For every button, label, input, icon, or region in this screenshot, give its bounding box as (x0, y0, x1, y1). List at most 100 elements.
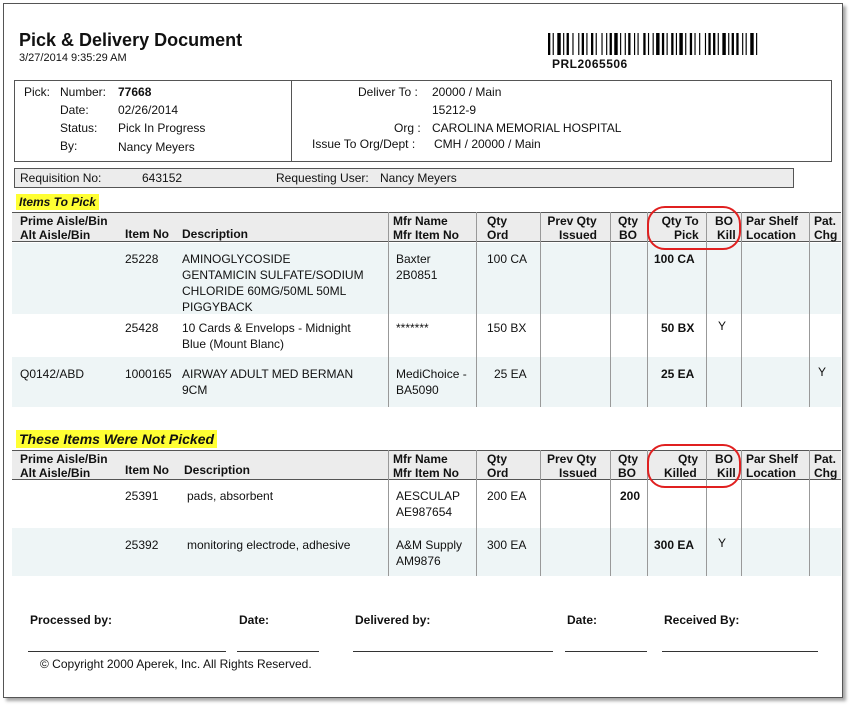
barcode-bar (637, 33, 639, 55)
item-no: 25392 (125, 538, 159, 552)
signature-line (353, 651, 553, 652)
barcode-bar (634, 33, 636, 55)
deliver-to: 20000 / Main (432, 85, 502, 99)
grid-line (741, 450, 742, 576)
item-description: 10 Cards & Envelops - Midnight Blue (Mou… (182, 321, 351, 351)
barcode-bar (756, 33, 758, 55)
barcode-bar (731, 33, 734, 55)
document-datetime: 3/27/2014 9:35:29 AM (19, 52, 127, 64)
col-pat-chg: Pat. Chg (814, 214, 838, 242)
received-by-label: Received By: (664, 613, 740, 627)
items-to-pick-title: Items To Pick (16, 194, 99, 210)
barcode-bar (675, 33, 677, 55)
requesting-user-label: Requesting User: (276, 171, 369, 185)
copyright: © Copyright 2000 Aperek, Inc. All Rights… (40, 657, 312, 671)
qty-to-pick: 25 EA (661, 367, 695, 381)
qty-ord: 100 CA (487, 252, 528, 266)
item-no: 25391 (125, 489, 159, 503)
barcode-bar (652, 33, 654, 55)
barcode-bar (548, 33, 551, 55)
qty-killed: 300 EA (654, 538, 695, 552)
signature-line (662, 651, 818, 652)
grid-line (647, 450, 648, 576)
not-picked-title: These Items Were Not Picked (16, 430, 218, 448)
org-label: Org : (394, 121, 421, 135)
barcode-bar (685, 33, 687, 55)
pick-by-label: By: (60, 139, 78, 153)
col-pat-chg: Pat. Chg (814, 452, 838, 480)
barcode-bar (572, 33, 574, 55)
aisle-bin: Q0142/ABD (20, 367, 85, 381)
not-picked-header (12, 450, 841, 480)
qty-to-pick: 50 BX (661, 321, 695, 335)
col-qty-bo: Qty BO (618, 214, 639, 242)
barcode-bar (722, 33, 726, 55)
barcode-bar (661, 33, 665, 55)
org: CAROLINA MEMORIAL HOSPITAL (432, 121, 622, 135)
barcode-bar (742, 33, 744, 55)
date-label: Date: (567, 613, 598, 627)
issue-to: CMH / 20000 / Main (434, 137, 541, 151)
grid-line (610, 450, 611, 576)
pat-chg: Y (818, 365, 827, 379)
barcode (548, 33, 758, 55)
grid-line (809, 212, 810, 407)
barcode-bar (694, 33, 696, 55)
barcode-bar (606, 33, 608, 55)
barcode-number: PRL2065506 (552, 57, 628, 71)
item-description: AMINOGLYCOSIDE GENTAMICIN SULFATE/SODIUM… (182, 252, 364, 314)
item-no: 25228 (125, 252, 159, 266)
deliver-to-line2: 15212-9 (432, 103, 477, 117)
item-no: 25428 (125, 321, 159, 335)
pick-status: Pick In Progress (118, 121, 206, 135)
col-qty-ord: Qty Ord (487, 214, 509, 242)
barcode-bar (601, 33, 603, 55)
grid-line (741, 212, 742, 407)
document-page (3, 3, 843, 698)
grid-line (476, 212, 477, 407)
barcode-bar (713, 33, 716, 55)
col-prev-qty: Prev Qty Issued (547, 452, 598, 480)
bo-kill: Y (718, 536, 727, 550)
qty-to-pick: 100 CA (654, 252, 695, 266)
pick-number: 77668 (118, 85, 152, 99)
grid-line (540, 212, 541, 407)
qty-ord: 200 EA (487, 489, 527, 503)
qty-ord: 300 EA (487, 538, 527, 552)
col-par-shelf: Par Shelf Location (746, 214, 799, 242)
barcode-bar (736, 33, 739, 55)
processed-by-label: Processed by: (30, 613, 113, 627)
barcode-bar (699, 33, 701, 55)
mfr-info: ******* (396, 321, 429, 335)
col-mfr: Mfr Name Mfr Item No (393, 452, 459, 480)
barcode-bar (557, 33, 561, 55)
barcode-bar (566, 33, 569, 55)
barcode-bar (717, 33, 719, 55)
col-qty-ord: Qty Ord (487, 452, 509, 480)
barcode-bar (552, 33, 554, 55)
grid-line (706, 212, 707, 407)
barcode-bar (643, 33, 646, 55)
pick-status-label: Status: (60, 121, 98, 135)
barcode-bar (750, 33, 754, 55)
col-aisle: Prime Aisle/Bin Alt Aisle/Bin (20, 214, 108, 242)
barcode-bar (624, 33, 626, 55)
barcode-bar (689, 33, 693, 55)
grid-line (388, 212, 389, 407)
item-no: 1000165 (125, 367, 172, 381)
col-prev-qty: Prev Qty Issued (547, 214, 598, 242)
pick-info-box (14, 80, 832, 162)
qty-ord: 25 EA (494, 367, 527, 381)
pick-date-label: Date: (60, 103, 89, 117)
document-title: Pick & Delivery Document (19, 30, 243, 50)
barcode-bar (708, 33, 711, 55)
barcode-bar (578, 33, 580, 55)
table-row-bg (12, 528, 841, 576)
barcode-bar (563, 33, 565, 55)
delivered-by-label: Delivered by: (355, 613, 431, 627)
annotation-oval (647, 206, 741, 250)
col-aisle: Prime Aisle/Bin Alt Aisle/Bin (20, 452, 108, 480)
grid-line (610, 212, 611, 407)
annotation-oval (647, 444, 741, 488)
issue-to-label: Issue To Org/Dept : (312, 137, 416, 151)
